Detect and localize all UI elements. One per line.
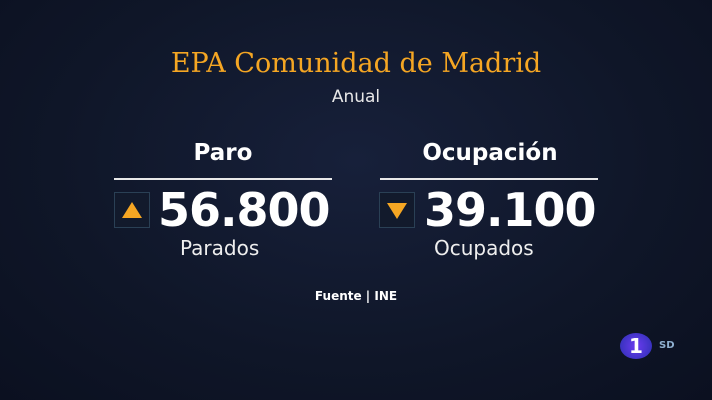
source-note: Fuente | INE xyxy=(314,289,398,303)
ocupacion-heading: Ocupación xyxy=(422,140,558,166)
paro-divider xyxy=(114,178,332,180)
ocupacion-divider xyxy=(380,178,598,180)
triangle-up-icon xyxy=(122,202,142,218)
channel-logo: 1 xyxy=(620,333,652,359)
paro-heading: Paro xyxy=(193,140,253,166)
triangle-down-icon xyxy=(387,203,407,219)
trend-down-box xyxy=(379,192,415,228)
ocupacion-value: 39.100 xyxy=(424,183,597,237)
graphic-title: EPA Comunidad de Madrid xyxy=(170,48,542,79)
ocupacion-label: Ocupados xyxy=(434,236,534,260)
paro-label: Parados xyxy=(180,236,260,260)
trend-up-box xyxy=(114,192,150,228)
paro-value: 56.800 xyxy=(158,183,331,237)
graphic-subtitle: Anual xyxy=(331,87,381,107)
quality-badge: SD xyxy=(659,340,675,351)
